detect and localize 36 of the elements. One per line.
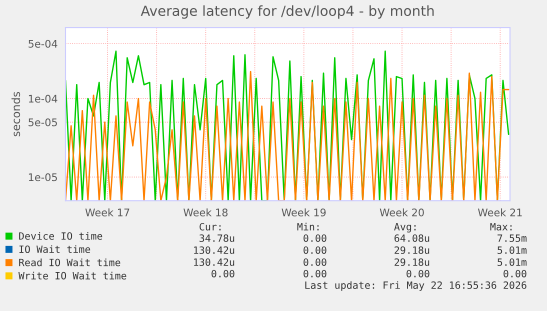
y-tick-label: 5e-05 [28, 118, 57, 126]
text: 7.55m [498, 234, 527, 242]
text: 5.01m [498, 246, 527, 254]
text: Last update: Fri May 22 16:55:36 2026 [305, 281, 526, 291]
text: 0.00 [304, 234, 326, 242]
text: Cur: [200, 222, 221, 231]
x-tick-label: Week 20 [380, 208, 424, 216]
text: 34.78u [200, 234, 234, 242]
text: 0.00 [304, 246, 326, 254]
text: 0.00 [504, 270, 526, 278]
y-axis-title: seconds [12, 92, 20, 136]
y-tick-label: 1e-05 [28, 173, 57, 182]
text: 0.00 [304, 270, 326, 278]
legend-label: Read IO Wait time [19, 258, 120, 266]
x-tick-label: Week 21 [478, 208, 522, 216]
text: Avg: [394, 223, 416, 232]
x-tick-label: Week 19 [282, 208, 326, 216]
text: 5.01m [498, 258, 527, 266]
legend-label: IO Wait time [19, 245, 90, 254]
text: Max: [490, 223, 512, 231]
x-tick-label: Week 18 [184, 208, 228, 216]
chart-title: Average latency for /dev/loop4 - by month [140, 5, 434, 19]
text: 130.42u [194, 258, 234, 266]
x-tick-label: Week 17 [85, 208, 130, 216]
text: Min: [297, 222, 319, 230]
text: 29.18u [394, 258, 430, 266]
legend-label: Write IO Wait time [18, 272, 126, 280]
legend-label: Device IO time [19, 232, 102, 240]
text: 29.18u [394, 246, 430, 254]
text: 64.08u [394, 234, 430, 242]
text: 0.00 [212, 270, 234, 278]
text: 0.00 [304, 258, 326, 266]
text: 0.00 [406, 270, 430, 278]
text: 130.42u [194, 246, 234, 254]
y-tick-label: 5e-04 [28, 40, 58, 48]
y-tick-label: 1e-04 [28, 94, 58, 103]
